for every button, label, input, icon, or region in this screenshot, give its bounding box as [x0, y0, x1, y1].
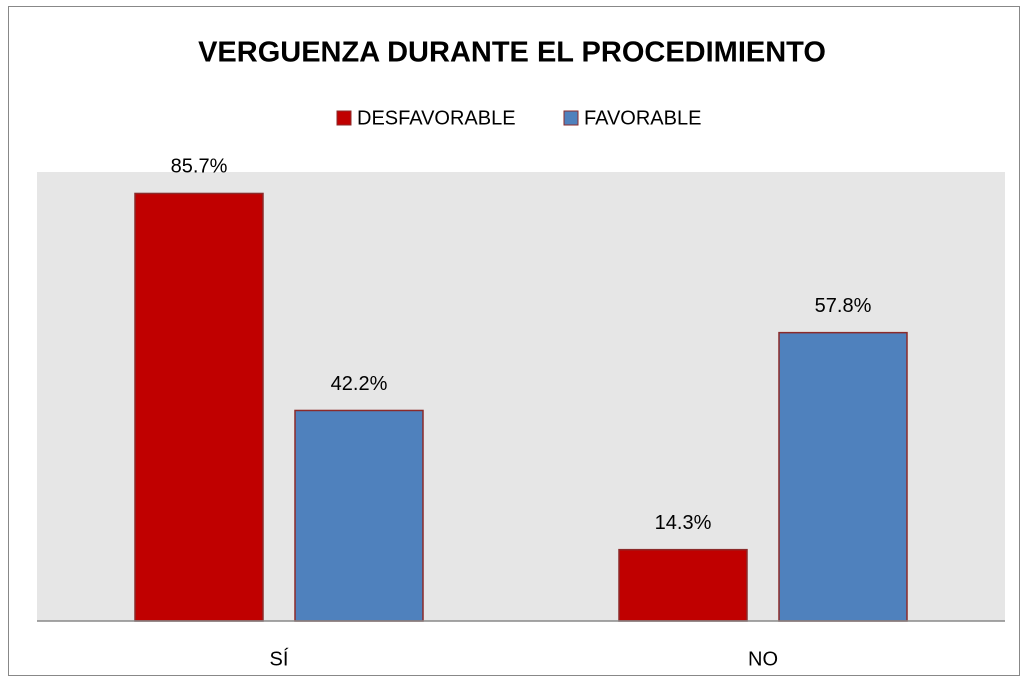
bar [294, 409, 424, 622]
legend-label: DESFAVORABLE [357, 107, 516, 129]
data-label: 14.3% [655, 512, 712, 534]
chart-title: VERGUENZA DURANTE EL PROCEDIMIENTO [198, 37, 826, 69]
bar [618, 548, 748, 622]
x-tick-label: NO [748, 648, 778, 670]
data-label: 57.8% [815, 295, 872, 317]
legend-swatch [336, 110, 352, 126]
data-label: 42.2% [331, 373, 388, 395]
bar [778, 331, 908, 622]
legend-label: FAVORABLE [584, 107, 701, 129]
x-tick-label: SÍ [270, 647, 289, 670]
data-label: 85.7% [171, 156, 228, 178]
legend-swatch [563, 110, 579, 126]
bar [134, 192, 264, 622]
